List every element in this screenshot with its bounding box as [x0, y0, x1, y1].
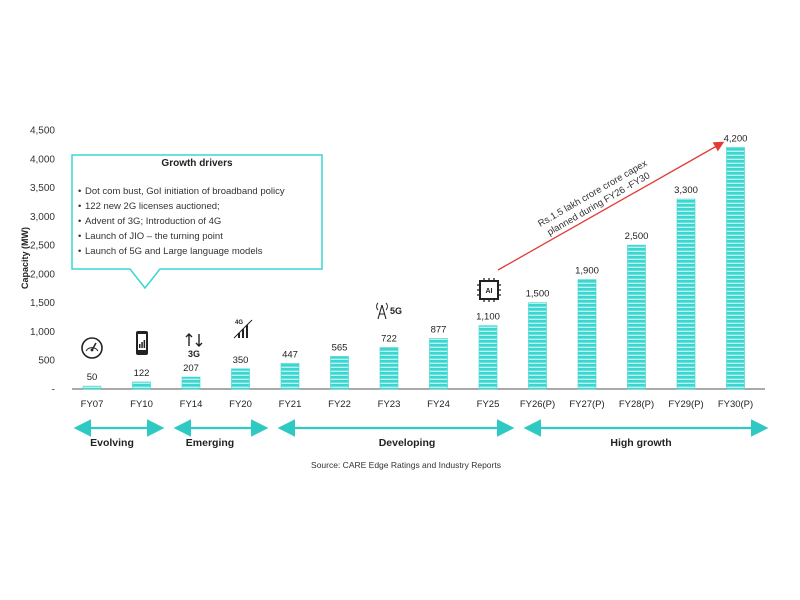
x-tick-label: FY26(P)	[520, 399, 555, 410]
bar	[577, 279, 597, 390]
y-tick-label: 2,000	[30, 269, 55, 280]
smartphone-icon	[136, 331, 148, 355]
phase-developing: Developing	[277, 419, 515, 449]
data-label: 1,900	[575, 266, 599, 277]
callout-bullet: •	[78, 186, 81, 197]
x-tick-label: FY29(P)	[668, 399, 703, 410]
x-tick-label: FY07	[81, 399, 104, 410]
bar	[726, 146, 745, 390]
x-tick-label: FY14	[180, 399, 203, 410]
speedometer-icon	[81, 337, 103, 359]
data-labels: 50 122 207 350 447 565 722 877 1,100 1,500 1,900 2,…	[87, 133, 748, 383]
bar	[676, 198, 696, 390]
bar	[330, 356, 349, 390]
icon-label-4g: 4G	[235, 320, 243, 326]
y-tick-label: 1,500	[30, 298, 55, 309]
bar	[82, 385, 102, 390]
icon-label-5g: 5G	[390, 306, 402, 316]
phase-evolving: Evolving	[73, 419, 165, 449]
phase-label: Emerging	[186, 437, 234, 449]
bar	[132, 381, 151, 390]
callout-bullet: •	[78, 216, 81, 227]
y-axis-label: Capacity (MW)	[20, 227, 30, 289]
capex-note: Rs.1.5 lakh crore crore capex planned du…	[536, 158, 652, 238]
x-tick-label: FY23	[378, 399, 401, 410]
x-tick-label: FY22	[328, 399, 351, 410]
4g-signal-icon: 4G	[233, 319, 253, 339]
callout-item: Launch of 5G and Large language models	[85, 246, 263, 257]
x-tick-label: FY24	[427, 399, 450, 410]
x-tick-label: FY30(P)	[718, 399, 753, 410]
y-tick-label: 3,500	[30, 183, 55, 194]
callout-bullet: •	[78, 246, 81, 257]
callout-title: Growth drivers	[161, 158, 233, 169]
bar	[429, 338, 448, 390]
phase-label: Developing	[379, 437, 436, 449]
capex-note-line2: planned during FY26 -FY30	[545, 170, 652, 238]
bar	[231, 368, 250, 390]
data-label: 2,500	[625, 231, 649, 242]
x-axis-ticks: FY07 FY10 FY14 FY20 FY21 FY22 FY23 FY24 FY25 FY26…	[81, 399, 754, 410]
bar	[379, 347, 399, 390]
bar-series	[82, 146, 745, 390]
x-tick-label: FY28(P)	[619, 399, 654, 410]
source-note: Source: CARE Edge Ratings and Industry R…	[311, 460, 501, 470]
data-label: 4,200	[724, 133, 748, 144]
growth-drivers-callout: Growth drivers • Dot com bust, GoI initi…	[71, 154, 323, 290]
data-label: 50	[87, 372, 98, 383]
y-tick-label: 4,000	[30, 154, 55, 165]
phase-label: Evolving	[90, 437, 134, 449]
data-label: 3,300	[674, 185, 698, 196]
y-tick-label: 4,500	[30, 126, 55, 137]
x-tick-label: FY25	[477, 399, 500, 410]
bar	[627, 244, 646, 390]
5g-tower-icon: 5G	[376, 302, 402, 320]
data-label: 447	[282, 349, 298, 360]
callout-item: Dot com bust, GoI initiation of broadban…	[85, 186, 285, 197]
data-label: 1,500	[526, 289, 550, 300]
callout-item: Launch of JIO – the turning point	[85, 231, 223, 242]
capex-trend-arrow	[497, 141, 725, 271]
data-label: 722	[381, 333, 397, 344]
y-axis-ticks: - 500 1,000 1,500 2,000 2,500 3,000 3,500 4,000 4…	[30, 126, 55, 396]
y-tick-label: 3,000	[30, 212, 55, 223]
x-tick-label: FY21	[279, 399, 302, 410]
3g-signal-icon: 3G	[185, 333, 203, 359]
data-label: 877	[431, 325, 447, 336]
bar	[478, 325, 498, 390]
data-label: 350	[233, 355, 249, 366]
icon-label-ai: AI	[486, 288, 493, 295]
icon-label-3g: 3G	[188, 349, 200, 359]
phase-emerging: Emerging	[173, 419, 269, 449]
data-label: 207	[183, 363, 199, 374]
callout-bullet: •	[78, 201, 81, 212]
callout-items: • Dot com bust, GoI initiation of broadb…	[78, 186, 285, 257]
y-tick-label: 2,500	[30, 241, 55, 252]
data-label: 565	[332, 342, 348, 353]
phase-label: High growth	[610, 437, 671, 449]
y-tick-label: 1,000	[30, 327, 55, 338]
bar	[181, 376, 201, 390]
x-tick-label: FY10	[130, 399, 153, 410]
y-tick-label: 500	[38, 356, 55, 367]
x-tick-label: FY20	[229, 399, 252, 410]
ai-chip-icon: AI	[477, 278, 501, 302]
bar	[528, 302, 547, 390]
callout-item: 122 new 2G licenses auctioned;	[85, 201, 220, 212]
data-label: 1,100	[476, 312, 500, 323]
data-label: 122	[134, 368, 150, 379]
x-tick-label: FY27(P)	[569, 399, 604, 410]
callout-item: Advent of 3G; Introduction of 4G	[85, 216, 221, 227]
bar	[280, 362, 300, 390]
callout-bullet: •	[78, 231, 81, 242]
y-tick-label: -	[52, 385, 55, 396]
phase-high-growth: High growth	[523, 419, 769, 449]
